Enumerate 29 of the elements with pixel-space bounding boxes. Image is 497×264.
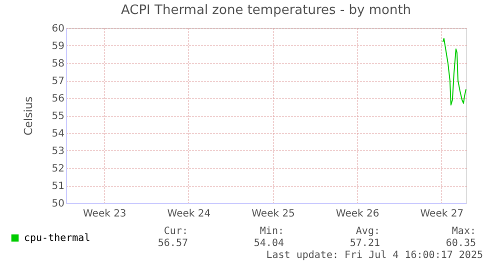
line-series bbox=[442, 38, 466, 106]
y-tick-label: 53 bbox=[52, 146, 64, 157]
legend-label: cpu-thermal bbox=[24, 233, 90, 244]
text: 60.35 bbox=[446, 238, 476, 249]
y-tick-label: 52 bbox=[52, 164, 64, 174]
text: Max: bbox=[452, 226, 476, 237]
y-axis-title: Celsius bbox=[22, 96, 35, 136]
text: 56.57 bbox=[158, 238, 188, 249]
text: Last update: Fri Jul 4 16:00:17 2025 bbox=[266, 250, 483, 261]
text: Cur: bbox=[164, 226, 188, 237]
chart-title: ACPI Thermal zone temperatures - by month bbox=[120, 3, 412, 18]
y-tick-label: 60 bbox=[52, 24, 64, 34]
y-tick-label: 51 bbox=[52, 181, 64, 192]
y-tick-label: 58 bbox=[52, 58, 64, 70]
x-tick-label: Week 26 bbox=[336, 208, 380, 220]
x-tick-label: Week 25 bbox=[252, 208, 295, 220]
y-tick-label: 55 bbox=[52, 111, 64, 122]
x-tick-label: Week 23 bbox=[82, 208, 126, 220]
y-tick-label: 50 bbox=[52, 198, 64, 210]
y-tick-label: 56 bbox=[52, 94, 64, 104]
text: Min: bbox=[260, 226, 284, 237]
x-tick-label: Week 27 bbox=[420, 208, 464, 220]
text: 57.21 bbox=[350, 238, 380, 249]
text: Avg: bbox=[356, 226, 380, 237]
text: 54.04 bbox=[254, 238, 284, 249]
x-tick-label: Week 24 bbox=[167, 208, 211, 220]
y-tick-label: 54 bbox=[52, 128, 64, 140]
y-tick-label: 57 bbox=[52, 76, 64, 87]
y-tick-label: 59 bbox=[52, 41, 64, 52]
